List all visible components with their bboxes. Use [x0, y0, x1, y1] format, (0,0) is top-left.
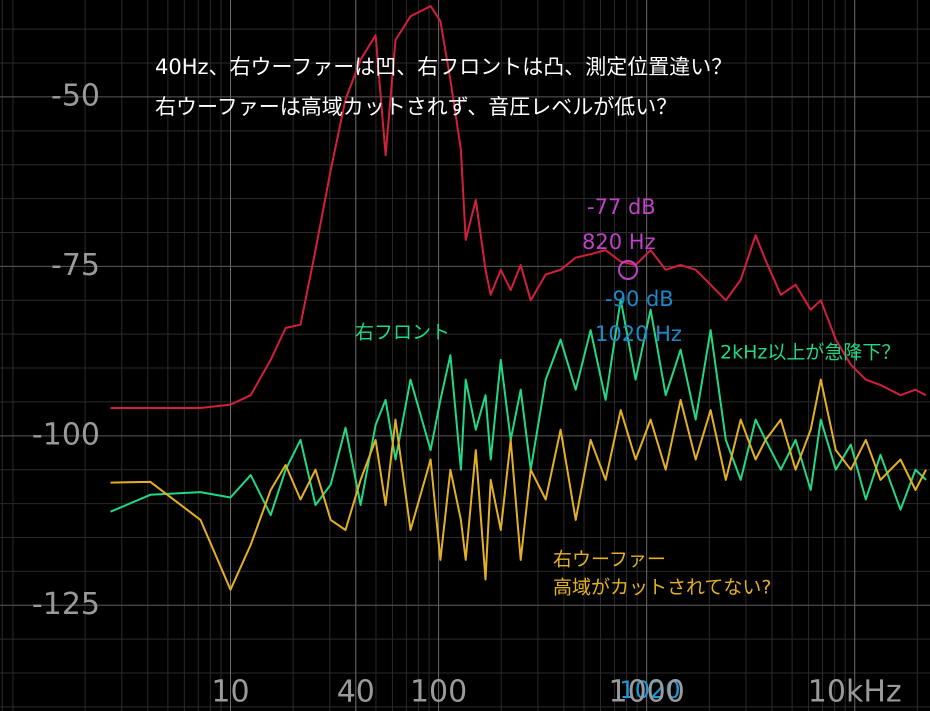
- x-tick-label: 1000: [608, 675, 684, 710]
- y-tick-label: -100: [32, 417, 100, 452]
- y-tick-label: -125: [32, 587, 100, 622]
- plot-area: [110, 5, 927, 591]
- annotation: 40Hz、右ウーファーは凹、右フロントは凸、測定位置違い？: [155, 55, 732, 79]
- marker-label: -90 dB: [605, 287, 674, 311]
- series-label: 右フロント: [355, 322, 450, 344]
- cursor-circle: [618, 260, 638, 280]
- marker-label: 820 Hz: [582, 230, 656, 254]
- x-tick-label: 10kHz: [808, 675, 902, 710]
- annotation: 高域がカットされてない?: [553, 577, 772, 599]
- x-tick-label: 100: [410, 675, 467, 710]
- y-tick-label: -75: [51, 248, 100, 283]
- series-line: [110, 5, 927, 409]
- annotation: 右ウーファーは高域カットされず、音圧レベルが低い？: [155, 95, 677, 119]
- labels: 40Hz、右ウーファーは凹、右フロントは凸、測定位置違い？ 右ウーファーは高域カ…: [32, 55, 902, 710]
- cursor-label: 1020: [619, 676, 680, 704]
- annotation: 2kHz以上が急降下？: [720, 342, 900, 364]
- x-tick-label: 10: [211, 675, 249, 710]
- x-tick-label: 40: [337, 675, 375, 710]
- series-line: [110, 378, 927, 591]
- marker-label: -77 dB: [587, 195, 656, 219]
- y-tick-label: -50: [51, 78, 100, 113]
- marker-label: 1020 Hz: [595, 322, 682, 346]
- series-label: 右ウーファー: [553, 549, 666, 571]
